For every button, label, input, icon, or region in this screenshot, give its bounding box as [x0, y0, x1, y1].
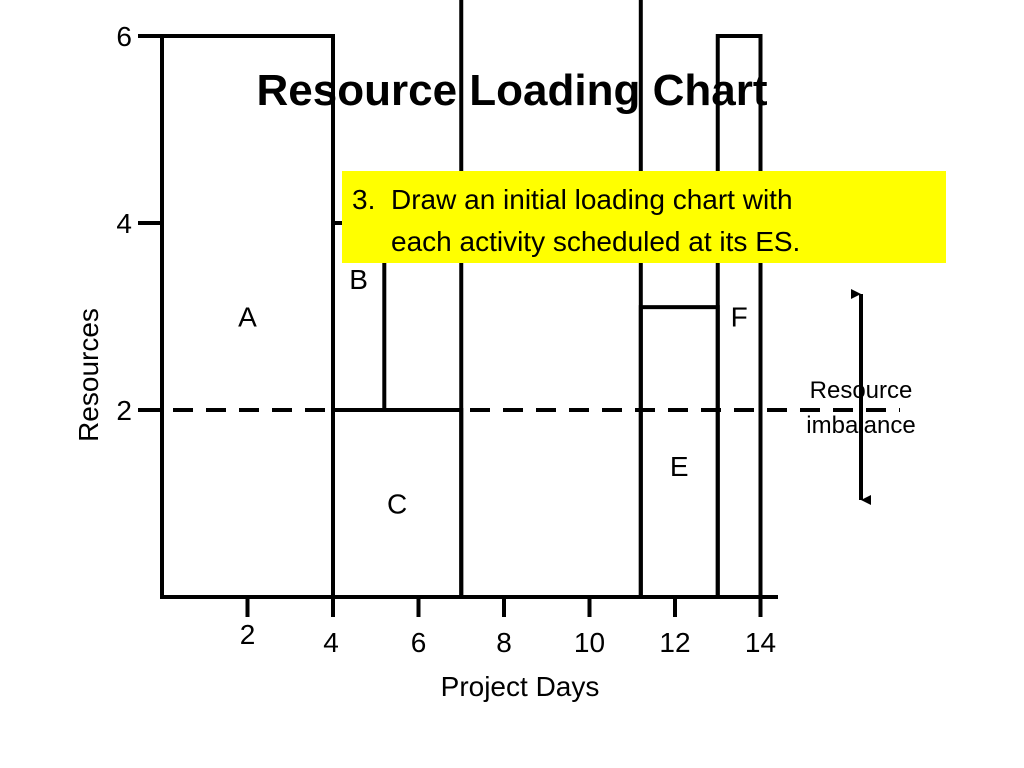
activity-label-c: C: [387, 489, 407, 520]
callout-line-2: each activity scheduled at its ES.: [391, 226, 801, 257]
x-tick-label-8: 8: [496, 627, 512, 658]
imbalance-label-line2: imbalance: [806, 412, 915, 439]
y-axis-label: Resources: [73, 308, 104, 442]
x-tick-label-2: 2: [240, 619, 256, 650]
x-tick-label-4: 4: [323, 627, 339, 658]
x-tick-label-12: 12: [659, 627, 690, 658]
activity-label-e: E: [670, 451, 689, 482]
imbalance-annotation: Resource imbalance: [806, 289, 916, 505]
activity-bar-d: [459, 0, 643, 599]
activity-label-b: B: [349, 264, 368, 295]
y-tick-label-2: 2: [116, 395, 132, 426]
x-tick-label-14: 14: [745, 627, 776, 658]
instruction-callout: 3. Draw an initial loading chart with ea…: [342, 171, 946, 263]
activity-label-f: F: [731, 302, 748, 333]
x-axis-label: Project Days: [441, 671, 600, 702]
activity-label-a: A: [238, 302, 257, 333]
imbalance-label-line1: Resource: [810, 377, 913, 404]
y-tick-label-6: 6: [116, 21, 132, 52]
y-tick-label-4: 4: [116, 208, 132, 239]
page-title: Resource Loading Chart: [256, 66, 768, 115]
callout-line-1: Draw an initial loading chart with: [391, 184, 793, 215]
callout-step-number: 3.: [352, 184, 376, 215]
x-tick-label-6: 6: [411, 627, 427, 658]
x-tick-label-10: 10: [574, 627, 605, 658]
